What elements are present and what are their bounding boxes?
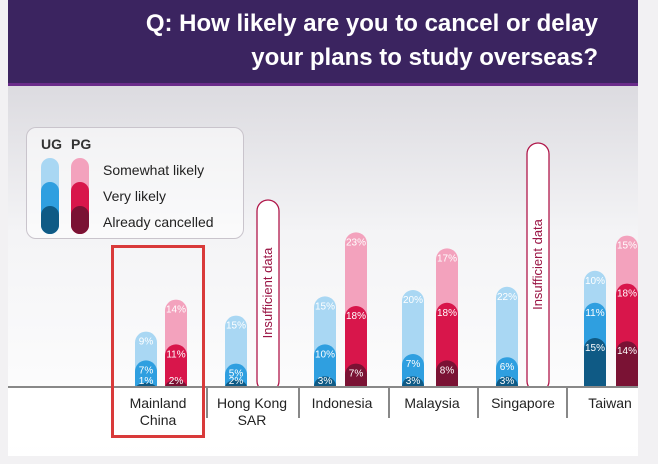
banner-stripe bbox=[8, 83, 638, 86]
pg-value-label: 14% bbox=[166, 305, 186, 316]
legend-pg-header: PG bbox=[71, 136, 92, 152]
pg-value-label: 18% bbox=[437, 308, 457, 319]
ug-value-label: 20% bbox=[403, 295, 423, 306]
category-label-indonesia: Indonesia bbox=[311, 395, 373, 411]
ug-value-label: 9% bbox=[139, 337, 154, 348]
category-label-hong-kong-sar: Hong Kong SAR bbox=[216, 395, 288, 428]
insufficient-data-label: Insufficient data bbox=[530, 218, 545, 310]
legend-label-somewhat-likely: Somewhat likely bbox=[103, 162, 205, 178]
ug-value-label: 3% bbox=[318, 376, 333, 387]
category-separator bbox=[566, 388, 568, 418]
ug-value-label: 10% bbox=[315, 349, 335, 360]
legend-ug-dark-swatch bbox=[41, 206, 59, 234]
question-title-line-1: Q: How likely are you to cancel or delay bbox=[145, 10, 598, 37]
category-separator bbox=[298, 388, 300, 418]
pg-already-cancelled-bar bbox=[616, 341, 638, 396]
pg-value-label: 18% bbox=[617, 289, 637, 300]
pg-value-label: 15% bbox=[617, 241, 637, 252]
category-label-malaysia: Malaysia bbox=[404, 395, 460, 411]
ug-value-label: 3% bbox=[406, 376, 421, 387]
legend-label-already-cancelled: Already cancelled bbox=[103, 214, 214, 230]
legend-pg-dark-swatch bbox=[71, 206, 89, 234]
pg-value-label: 18% bbox=[346, 311, 366, 322]
ug-value-label: 22% bbox=[497, 292, 517, 303]
category-separator bbox=[206, 388, 208, 418]
ug-value-label: 11% bbox=[585, 308, 604, 319]
pg-value-label: 2% bbox=[169, 376, 184, 387]
ug-already-cancelled-bar bbox=[584, 338, 606, 396]
ug-value-label: 15% bbox=[226, 321, 246, 332]
legend: UG PG Somewhat likely Very likely Alread… bbox=[26, 127, 244, 239]
insufficient-data-label: Insufficient data bbox=[260, 247, 275, 339]
ug-value-label: 15% bbox=[585, 343, 605, 354]
ug-value-label: 1% bbox=[139, 376, 154, 387]
chart-baseline bbox=[8, 386, 638, 388]
ug-value-label: 3% bbox=[500, 376, 515, 387]
legend-label-very-likely: Very likely bbox=[103, 188, 167, 204]
question-title-line-2: your plans to study overseas? bbox=[251, 44, 598, 71]
ug-value-label: 10% bbox=[585, 276, 605, 287]
ug-value-label: 2% bbox=[229, 376, 244, 387]
ug-value-label: 5% bbox=[229, 369, 244, 380]
pg-value-label: 14% bbox=[617, 346, 637, 357]
title-banner: Q: How likely are you to cancel or delay… bbox=[8, 0, 638, 86]
category-separator bbox=[477, 388, 479, 418]
ug-value-label: 6% bbox=[500, 362, 515, 373]
ug-value-label: 7% bbox=[139, 365, 154, 376]
pg-value-label: 8% bbox=[440, 365, 455, 376]
category-separator bbox=[388, 388, 390, 418]
pg-value-label: 17% bbox=[437, 253, 457, 264]
mainland-china-highlight-box bbox=[111, 245, 205, 438]
ug-value-label: 15% bbox=[315, 301, 335, 312]
category-label-taiwan: Taiwan bbox=[588, 395, 632, 411]
pg-value-label: 11% bbox=[166, 349, 185, 360]
pg-value-label: 7% bbox=[349, 369, 364, 380]
ug-value-label: 7% bbox=[406, 359, 421, 370]
pg-value-label: 23% bbox=[346, 237, 366, 248]
category-label-singapore: Singapore bbox=[491, 395, 555, 411]
legend-ug-header: UG bbox=[41, 136, 62, 152]
category-label-mainland-china: Mainland China bbox=[129, 395, 187, 428]
